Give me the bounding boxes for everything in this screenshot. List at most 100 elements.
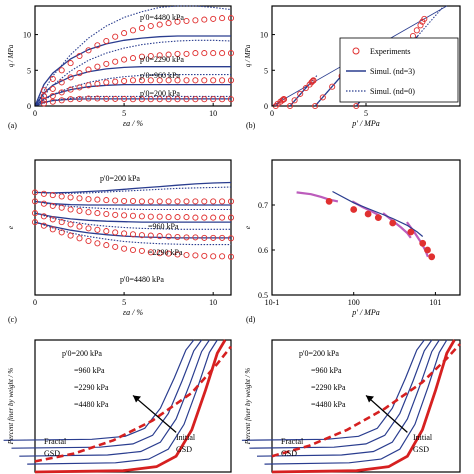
series-line-simul-nd0 xyxy=(34,221,231,246)
experiment-point xyxy=(210,50,217,57)
experiment-point xyxy=(165,51,172,58)
experiment-point xyxy=(165,233,172,240)
x-axis-label: p' / MPa xyxy=(351,119,379,128)
experiment-point xyxy=(192,198,199,205)
experiment-point xyxy=(121,212,128,219)
panel-b: 0 5 0 5 10 p' / MPa q / MPa (b) Experiments Simul… xyxy=(244,5,461,130)
experiment-point xyxy=(201,50,208,57)
arrowhead-icon xyxy=(133,395,141,403)
experiment-point xyxy=(413,27,420,34)
experiment-point xyxy=(201,16,208,23)
experiment-point xyxy=(76,235,83,242)
experiment-point xyxy=(147,22,154,30)
initial-gsd-curve xyxy=(34,339,227,474)
y-tick-label: 5 xyxy=(264,66,268,75)
experiment-point xyxy=(219,198,226,205)
experiment-point xyxy=(40,87,47,94)
y-tick-label: 0.5 xyxy=(258,291,268,300)
series-line-simul-nd3 xyxy=(34,221,231,239)
experiment-point xyxy=(138,198,145,205)
experiment-point xyxy=(302,85,309,92)
experiment-point xyxy=(210,96,217,103)
plot-frame xyxy=(271,339,461,473)
panel-label: (a) xyxy=(8,121,17,130)
x-axis-label: p' / MPa xyxy=(351,308,379,317)
experiment-point xyxy=(192,17,199,24)
pressure-annotation: =4480 kPa xyxy=(74,400,109,409)
experiment-point xyxy=(210,253,217,260)
experiment-point xyxy=(112,78,119,85)
experiment-point xyxy=(121,245,128,252)
experiment-point xyxy=(219,77,226,84)
experiment-point xyxy=(210,214,217,221)
experiment-point xyxy=(85,66,92,73)
fractal-gsd-label: GSD xyxy=(44,449,60,458)
panel-f: Percent finer by weight / % p'0=200 kPa =9… xyxy=(241,339,461,474)
x-tick-label: 10 xyxy=(209,298,217,307)
experiment-point xyxy=(129,77,137,84)
pressure-annotation: p'0=200 kPa xyxy=(140,89,180,98)
experiment-point xyxy=(49,98,56,105)
x-tick-label: 0 xyxy=(33,298,37,307)
experiment-point xyxy=(219,214,226,221)
experiment-point xyxy=(165,250,172,257)
experiment-point xyxy=(121,30,128,37)
experiment-point xyxy=(286,102,294,110)
experiment-point xyxy=(219,96,226,103)
pressure-annotation: p'0=960 kPa xyxy=(140,71,180,80)
experiment-point xyxy=(112,58,119,65)
gsd-curve-after-test xyxy=(241,339,425,441)
panel-e: Percent finer by weight / % p'0=200 kPa =9… xyxy=(3,339,233,474)
initial-gsd-label: GSD xyxy=(176,445,192,454)
experiment-point xyxy=(40,100,47,107)
experiment-point xyxy=(329,83,336,90)
x-tick-label: 10 xyxy=(209,109,217,118)
series-line-simul-nd0 xyxy=(34,212,231,230)
legend-box xyxy=(339,37,459,103)
experiment-point xyxy=(112,211,119,218)
experiment-point xyxy=(49,85,56,92)
experiment-end-point xyxy=(424,246,431,254)
experiment-point xyxy=(227,235,235,242)
experiment-point xyxy=(103,210,110,218)
experiment-point xyxy=(67,86,74,93)
experiment-point xyxy=(219,234,226,241)
experiment-point xyxy=(210,234,217,241)
experiment-point xyxy=(227,198,235,205)
series-line-simul-end xyxy=(332,190,424,237)
y-tick-label: 0.7 xyxy=(258,201,268,210)
x-tick-label: 100 xyxy=(348,298,360,307)
pressure-annotation: p'0=4480 kPa xyxy=(120,275,164,284)
series-line-simul-nd3 xyxy=(34,35,231,107)
experiment-point xyxy=(31,189,39,196)
experiment-point xyxy=(192,234,199,241)
arrowhead-icon xyxy=(366,395,374,403)
experiment-point xyxy=(147,249,154,256)
experiment-point xyxy=(183,251,190,259)
y-tick-label: 0 xyxy=(27,102,31,111)
experiment-point xyxy=(309,78,316,85)
experiment-point xyxy=(174,233,181,241)
pressure-annotation: =4480 kPa xyxy=(311,400,346,409)
experiment-point xyxy=(67,194,74,201)
panel-label: (c) xyxy=(8,315,17,324)
experiment-point xyxy=(183,198,190,205)
experiment-point xyxy=(156,21,163,28)
experiment-point xyxy=(40,92,47,100)
experiment-point xyxy=(40,222,47,229)
experiment-point xyxy=(76,70,83,77)
experiment-point xyxy=(210,15,217,22)
experiment-point xyxy=(227,77,235,84)
experiment-point xyxy=(94,240,101,247)
experiment-point xyxy=(76,195,83,202)
legend-entry: Experiments xyxy=(370,47,410,56)
experiment-point xyxy=(67,96,74,103)
experiment-point xyxy=(94,196,101,203)
experiment-point xyxy=(85,225,92,232)
experiment-point xyxy=(417,22,424,29)
experiment-point xyxy=(103,242,110,249)
experiment-point xyxy=(297,90,304,97)
pressure-annotation: =960 kPa xyxy=(74,366,105,375)
series-line-simul-nd0 xyxy=(289,74,319,107)
